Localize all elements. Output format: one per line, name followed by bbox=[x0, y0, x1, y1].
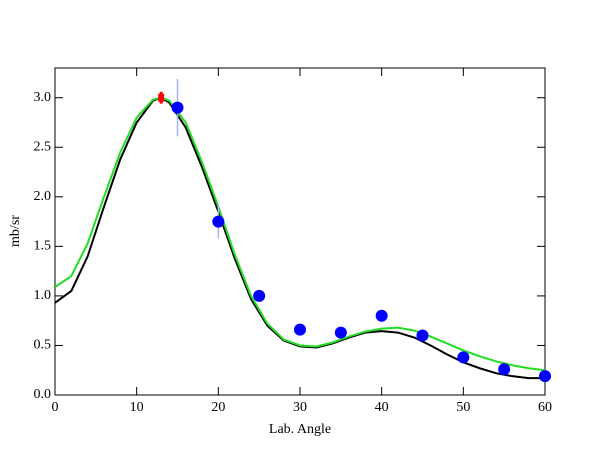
curve bbox=[54, 96, 545, 380]
y-tick-label: 1.5 bbox=[34, 239, 52, 254]
point bbox=[158, 93, 165, 102]
x-tick-label: 0 bbox=[52, 400, 59, 415]
point bbox=[334, 326, 347, 339]
point bbox=[539, 370, 551, 383]
point bbox=[457, 351, 470, 364]
y-tick-label: 1.0 bbox=[34, 288, 52, 303]
point bbox=[294, 323, 306, 336]
x-tick-label: 10 bbox=[130, 400, 144, 415]
point bbox=[171, 101, 184, 114]
y-tick-label: 2.0 bbox=[34, 189, 52, 204]
point bbox=[253, 289, 266, 302]
curve bbox=[54, 96, 546, 372]
y-tick-label: 0.0 bbox=[34, 387, 52, 402]
y-tick-label: 2.5 bbox=[34, 139, 52, 154]
x-tick-label: 60 bbox=[538, 400, 552, 415]
x-tick-label: 50 bbox=[456, 400, 470, 415]
point bbox=[498, 363, 511, 376]
y-tick-label: 0.5 bbox=[34, 338, 52, 353]
point bbox=[212, 215, 225, 228]
y-axis-label: mb/sr bbox=[8, 215, 23, 247]
x-tick-label: 20 bbox=[211, 400, 225, 415]
point bbox=[416, 329, 429, 342]
point bbox=[375, 309, 388, 322]
x-axis-label: Lab. Angle bbox=[269, 422, 331, 437]
x-tick-label: 40 bbox=[375, 400, 389, 415]
x-tick-label: 30 bbox=[293, 400, 307, 415]
y-tick-label: 3.0 bbox=[34, 90, 52, 105]
